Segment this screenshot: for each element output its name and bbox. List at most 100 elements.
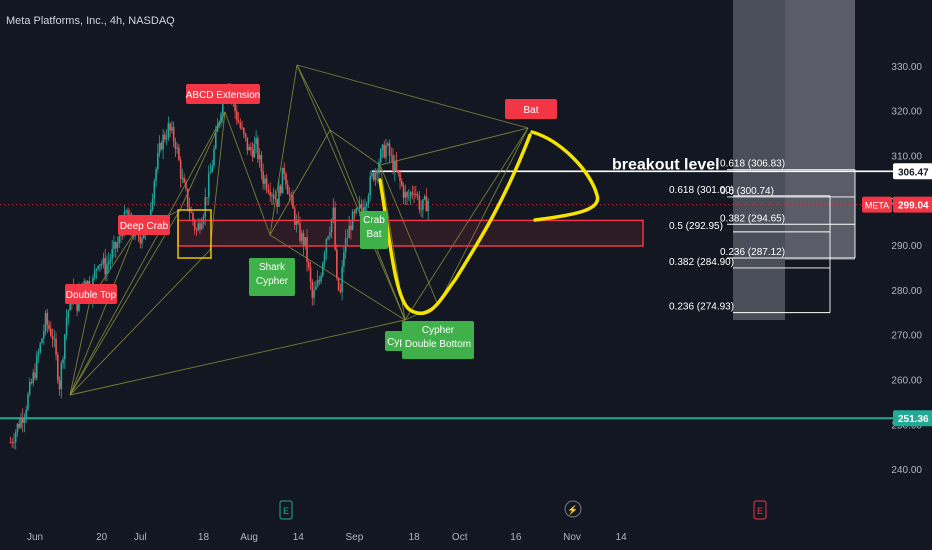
x-tick-label: Jun: [27, 532, 43, 543]
candle-body: [55, 338, 57, 355]
x-tick-label: Aug: [240, 532, 258, 543]
candle-body: [339, 290, 342, 292]
candle-body: [362, 207, 364, 211]
pattern-label-text: Deep Crab: [120, 221, 169, 232]
candle-body: [404, 192, 407, 198]
candle-body: [336, 249, 338, 279]
candle-body: [372, 173, 375, 181]
pattern-label-box[interactable]: [385, 331, 407, 351]
pattern-label-box[interactable]: [360, 211, 388, 249]
candle-body: [176, 147, 178, 149]
candle-body: [241, 127, 243, 129]
y-tick-label: 270.00: [891, 331, 922, 342]
candle-body: [262, 171, 264, 184]
candle-body: [204, 197, 207, 217]
pattern-label-box[interactable]: [186, 84, 260, 104]
candle-body: [64, 334, 66, 360]
candle-body: [42, 331, 45, 339]
candle-body: [374, 170, 377, 181]
candle-body: [334, 207, 336, 250]
candle-body: [285, 173, 287, 185]
pattern-label-text: Shark: [259, 262, 286, 273]
candle-body: [304, 237, 307, 247]
projection-zone-right: [785, 0, 855, 260]
candle-body: [106, 264, 108, 275]
candle-body: [185, 182, 187, 189]
pattern-label-text: Cypher: [422, 325, 455, 336]
harmonic-pattern-line: [209, 111, 226, 251]
candle-body: [390, 155, 393, 157]
pattern-label-box[interactable]: [249, 258, 295, 296]
candle-body: [165, 138, 168, 140]
consolidation-box: [177, 209, 212, 259]
dividend-event-icon[interactable]: [564, 500, 582, 518]
candle-body: [216, 125, 219, 132]
candle-body: [385, 145, 387, 158]
harmonic-pattern-line: [69, 111, 226, 396]
earnings-event-marker[interactable]: [753, 500, 767, 520]
pattern-label-text: Cyp: [387, 337, 405, 348]
candle-body: [221, 98, 224, 115]
candle-body: [113, 241, 115, 249]
pattern-label-box[interactable]: [505, 99, 557, 119]
candle-body: [400, 180, 403, 186]
y-tick-label: 330.00: [891, 62, 922, 73]
fib-level-label: 0.618 (301.00): [669, 185, 734, 196]
earnings-event-label: E: [757, 506, 763, 516]
pattern-label-text: Crab: [363, 215, 385, 226]
candle-body: [327, 236, 329, 240]
support-price-badge-text: 251.36: [898, 414, 929, 425]
candle-body: [234, 99, 236, 112]
candle-body: [281, 167, 284, 194]
candle-body: [251, 149, 254, 158]
fib-level-label: 0.382 (284.90): [669, 257, 734, 268]
candle-body: [360, 204, 363, 208]
pattern-label-box[interactable]: [402, 321, 474, 359]
candle-body: [302, 233, 305, 247]
candle-body: [343, 252, 345, 267]
pattern-label-box[interactable]: [65, 284, 117, 304]
harmonic-pattern-line: [69, 249, 211, 396]
candle-body: [379, 149, 382, 163]
range-box[interactable]: [177, 219, 644, 247]
candle-body: [46, 313, 49, 325]
pattern-label-box[interactable]: [118, 215, 170, 235]
candle-body: [192, 212, 194, 222]
candle-body: [286, 184, 289, 195]
x-tick-label: Nov: [563, 532, 581, 543]
candle-body: [67, 310, 70, 318]
pattern-label-text: Double Top: [66, 290, 117, 301]
y-tick-label: 290.00: [891, 241, 922, 252]
candle-body: [178, 147, 180, 161]
candle-body: [395, 161, 398, 171]
candle-body: [160, 142, 163, 150]
cup-highlight-curve: [378, 133, 532, 316]
candle-body: [393, 161, 396, 172]
candle-body: [320, 276, 322, 282]
pattern-label-text: ABCD Extension: [186, 90, 260, 101]
candle-body: [422, 199, 424, 210]
candle-body: [16, 423, 19, 433]
harmonic-pattern-line: [269, 129, 331, 236]
candle-body: [258, 154, 261, 160]
x-tick-label: 16: [510, 532, 522, 543]
candle-body: [39, 343, 42, 353]
candle-body: [300, 233, 303, 241]
candle-body: [264, 178, 266, 184]
candle-body: [14, 432, 17, 442]
candle-body: [311, 281, 314, 298]
candle-body: [299, 223, 301, 241]
candle-body: [209, 172, 212, 174]
candle-body: [158, 142, 161, 154]
symbol-badge: [862, 196, 892, 213]
earnings-event-marker[interactable]: [279, 500, 293, 520]
candle-body: [269, 191, 271, 196]
candle-body: [97, 266, 99, 269]
candle-body: [309, 267, 312, 282]
candle-body: [399, 173, 401, 181]
harmonic-pattern-line: [69, 231, 136, 396]
harmonic-pattern-line: [404, 127, 529, 321]
harmonic-pattern-line: [69, 319, 406, 396]
x-tick-label: Oct: [452, 532, 468, 543]
